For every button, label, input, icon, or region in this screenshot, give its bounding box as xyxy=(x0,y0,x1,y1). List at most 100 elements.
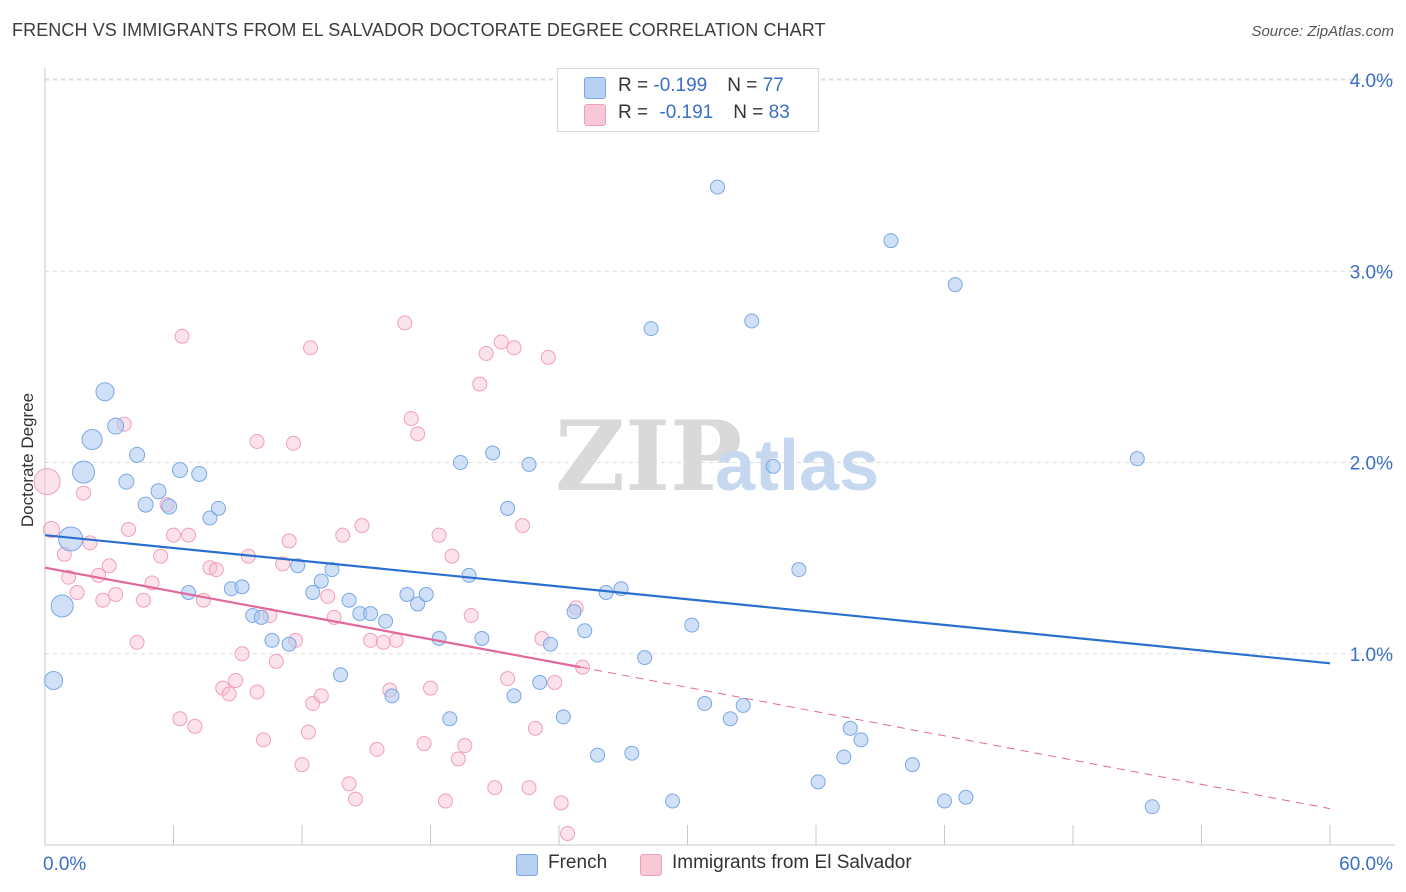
french-r-label: R = xyxy=(618,75,654,96)
french-point xyxy=(791,562,807,578)
salvador-point xyxy=(437,793,453,809)
french-point xyxy=(324,562,340,578)
salvador-point xyxy=(444,548,460,564)
salvador-point xyxy=(108,586,124,602)
french-point xyxy=(234,579,250,595)
french-point xyxy=(431,630,447,646)
french-point xyxy=(474,630,490,646)
salvador-point xyxy=(423,680,438,696)
salvador-point xyxy=(82,535,98,551)
french-legend-swatch xyxy=(516,854,538,876)
french-point xyxy=(1129,451,1145,467)
salvador-trendline-extension xyxy=(580,666,1331,810)
salvador-point xyxy=(275,556,291,572)
salvador-n-label: N = xyxy=(733,102,769,123)
french-point xyxy=(744,313,760,329)
french-point xyxy=(506,688,522,704)
source-credit: Source: ZipAtlas.com xyxy=(1251,23,1394,40)
salvador-r-label: R = xyxy=(618,102,654,123)
french-point xyxy=(253,609,269,625)
salvador-point xyxy=(369,741,385,757)
french-point xyxy=(684,617,700,633)
salvador-point xyxy=(208,562,224,578)
french-point xyxy=(722,711,738,727)
french-point xyxy=(384,688,400,704)
french-point xyxy=(904,757,920,773)
french-point xyxy=(947,277,963,293)
french-point xyxy=(958,789,974,805)
salvador-legend-label: Immigrants from El Salvador xyxy=(672,852,912,873)
french-trendline xyxy=(44,534,1331,665)
french-point xyxy=(118,473,135,490)
salvador-point xyxy=(281,533,297,549)
french-point xyxy=(363,606,379,622)
salvador-point xyxy=(493,334,509,350)
salvador-point xyxy=(403,411,419,427)
french-point xyxy=(883,233,899,249)
salvador-point xyxy=(42,520,60,538)
salvador-point xyxy=(187,718,203,734)
salvador-point xyxy=(540,349,556,365)
french-point xyxy=(290,558,306,574)
salvador-point xyxy=(153,548,169,564)
french-point xyxy=(264,632,280,648)
french-point xyxy=(418,586,434,602)
salvador-point xyxy=(375,634,391,650)
salvador-swatch xyxy=(584,104,606,126)
french-point xyxy=(81,429,103,451)
french-point xyxy=(333,667,349,683)
y-axis-label: Doctorate Degree xyxy=(18,392,37,528)
french-point xyxy=(305,585,321,601)
french-point xyxy=(842,720,858,736)
salvador-point xyxy=(180,527,196,543)
french-point xyxy=(590,747,606,763)
salvador-point xyxy=(174,328,190,344)
y-tick-label: 1.0% xyxy=(1350,645,1393,666)
salvador-point xyxy=(410,426,426,442)
salvador-point xyxy=(348,791,364,807)
french-point xyxy=(210,500,226,516)
salvador-point xyxy=(363,632,379,648)
salvador-point xyxy=(303,340,319,356)
salvador-legend-swatch xyxy=(640,854,662,876)
french-point xyxy=(399,586,415,602)
salvador-r-value: -0.191 xyxy=(659,102,714,123)
french-point xyxy=(853,732,869,748)
salvador-point xyxy=(500,671,516,687)
salvador-point xyxy=(249,684,265,700)
salvador-point xyxy=(431,527,447,543)
salvador-trendline xyxy=(44,566,581,669)
french-point xyxy=(566,604,582,620)
french-point xyxy=(521,456,537,472)
salvador-point xyxy=(136,592,152,608)
y-tick-label: 4.0% xyxy=(1350,71,1393,92)
french-point xyxy=(281,636,297,652)
salvador-point xyxy=(294,757,310,773)
french-point xyxy=(202,510,218,526)
salvador-point xyxy=(285,435,301,451)
french-point xyxy=(624,745,640,761)
french-point xyxy=(150,483,167,500)
correlation-legend: R = -0.199 N = 77 R = -0.191 N = 83 xyxy=(557,68,819,132)
salvador-point xyxy=(228,673,244,689)
french-point xyxy=(137,496,154,513)
french-point xyxy=(129,446,146,463)
salvador-point xyxy=(172,711,188,727)
french-point xyxy=(442,711,458,727)
watermark-atlas: atlas xyxy=(715,426,879,506)
salvador-point xyxy=(300,724,316,740)
salvador-point xyxy=(547,674,563,690)
salvador-point xyxy=(553,795,569,811)
french-point xyxy=(735,697,751,713)
salvador-point xyxy=(313,688,329,704)
french-point xyxy=(191,465,208,482)
watermark-zip: ZIP xyxy=(555,400,742,513)
french-point xyxy=(378,613,394,629)
french-point xyxy=(161,498,178,515)
french-point xyxy=(765,458,781,474)
french-point xyxy=(836,749,852,765)
french-point xyxy=(555,709,571,725)
french-point xyxy=(461,567,477,583)
french-point xyxy=(341,592,357,608)
salvador-point xyxy=(527,720,543,736)
